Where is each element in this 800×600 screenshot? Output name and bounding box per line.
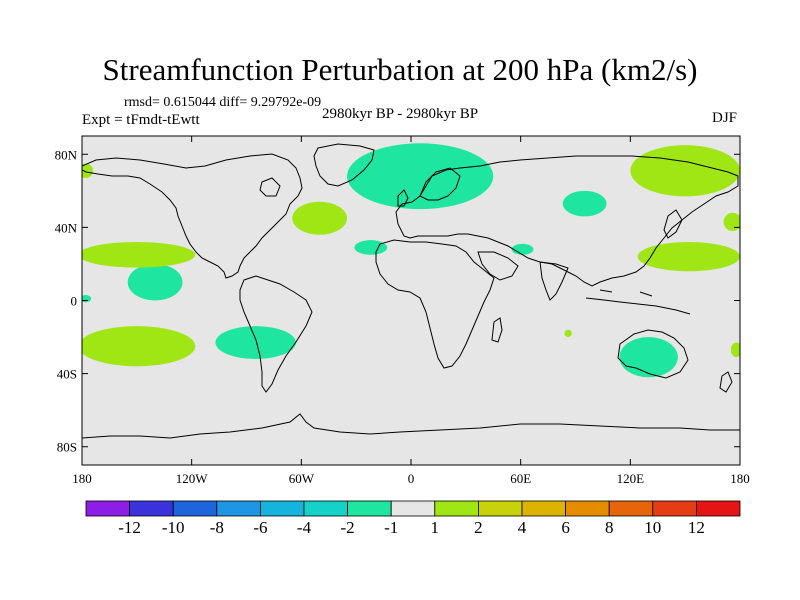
colorbar-box-3 (216, 500, 261, 517)
x-tick-label-4: 60E (510, 471, 531, 486)
colorbar-box-4 (259, 500, 305, 517)
colorbar-box-9 (477, 500, 523, 517)
coastline-africa (375, 239, 495, 369)
coastline-madagascar (491, 317, 503, 343)
experiment-label: Expt = tFmdt-tEwtt (82, 112, 200, 128)
colorbar-label-11: 8 (605, 518, 614, 537)
colorbar-box-1 (129, 500, 174, 517)
season-label: DJF (712, 110, 738, 126)
contour-region-13 (723, 212, 740, 232)
coastline-indonesia (585, 289, 691, 315)
colorbar-label-2: -8 (210, 518, 224, 537)
x-tick-label-0: 180 (72, 471, 92, 486)
colorbar-label-0: -12 (118, 518, 141, 537)
x-tick-label-3: 0 (408, 471, 415, 486)
colorbar-label-5: -2 (341, 518, 355, 537)
colorbar-box-6 (347, 500, 392, 517)
chart-title: Streamfunction Perturbation at 200 hPa (… (102, 52, 698, 87)
period-label: 2980kyr BP - 2980kyr BP (322, 106, 479, 122)
contour-region-0 (347, 143, 494, 210)
contour-regions (82, 143, 740, 378)
contour-region-5 (215, 326, 296, 359)
y-tick-label-0: 80N (55, 147, 78, 162)
colorbar-box-5 (303, 500, 348, 517)
colorbar-label-3: -6 (253, 518, 267, 537)
colorbar: -12 -10 -8 -6 -4 -2 -1 1 2 4 6 8 10 12 (85, 500, 741, 537)
y-tick-label-1: 40N (55, 220, 78, 235)
contour-region-15 (564, 329, 572, 338)
colorbar-label-12: 10 (644, 518, 661, 537)
colorbar-label-8: 2 (474, 518, 483, 537)
coastline-australia (617, 329, 689, 379)
colorbar-box-10 (521, 500, 566, 517)
contour-region-11 (82, 242, 196, 268)
stats-label: rmsd= 0.615044 diff= 9.29792e-09 (124, 95, 322, 110)
coastline-japan (663, 209, 683, 239)
coastline-eurasia (395, 155, 739, 287)
colorbar-label-10: 6 (561, 518, 570, 537)
contour-region-4 (127, 263, 183, 301)
y-tick-label-2: 0 (71, 294, 78, 309)
coastline-new-zealand (719, 371, 733, 393)
colorbar-box-7 (390, 500, 436, 517)
contour-region-6 (619, 337, 678, 378)
y-tick-label-4: 80S (57, 440, 77, 455)
colorbar-box-11 (565, 500, 610, 517)
colorbar-box-14 (696, 500, 741, 517)
contour-region-8 (292, 201, 348, 235)
coastline-scandinavia (419, 167, 461, 201)
colorbar-label-6: -1 (384, 518, 398, 537)
coastline-south-america (239, 275, 313, 393)
contour-region-2 (354, 240, 388, 255)
colorbar-label-13: 12 (688, 518, 705, 537)
colorbar-label-1: -10 (162, 518, 185, 537)
colorbar-label-9: 4 (518, 518, 527, 537)
colorbar-box-8 (434, 500, 479, 517)
contour-region-10 (637, 242, 740, 272)
coastlines (82, 143, 740, 439)
x-tick-label-2: 60W (289, 471, 315, 486)
y-tick-label-3: 40S (57, 367, 77, 382)
contour-region-3 (511, 243, 534, 255)
contour-region-12 (82, 326, 196, 367)
x-tick-label-1: 120W (176, 471, 209, 486)
coastline-greenland (313, 143, 375, 187)
x-tick-label-6: 180 (730, 471, 750, 486)
colorbar-box-12 (608, 500, 654, 517)
y-axis: 80N 40N 0 40S 80S (55, 147, 740, 455)
colorbar-box-13 (652, 500, 697, 517)
colorbar-box-0 (85, 500, 130, 517)
colorbar-label-4: -4 (297, 518, 312, 537)
colorbar-label-7: 1 (431, 518, 440, 537)
coastline-uk (397, 189, 409, 207)
colorbar-box-2 (172, 500, 218, 517)
coastline-india (539, 261, 569, 301)
x-tick-label-5: 120E (617, 471, 645, 486)
coastline-north-america (82, 153, 303, 279)
contour-region-14 (82, 163, 93, 179)
coastline-hudson-bay (259, 177, 281, 197)
coastline-arabia (477, 251, 519, 281)
x-axis: 180 120W 60W 0 60E 120E 180 (72, 136, 750, 486)
contour-region-16 (730, 342, 740, 358)
coastline-antarctica (82, 413, 740, 439)
contour-region-1 (562, 190, 607, 217)
